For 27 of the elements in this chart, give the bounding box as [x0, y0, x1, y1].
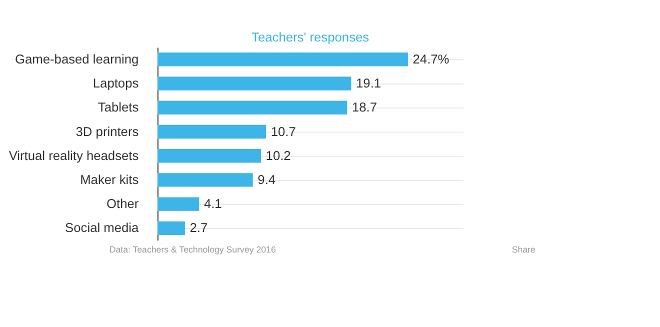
bar — [158, 52, 408, 66]
y-tick-label: Other — [106, 196, 140, 212]
data-label: 4.1 — [204, 196, 222, 212]
bar — [158, 221, 185, 236]
data-label: 9.4 — [258, 172, 276, 187]
data-label: 10.2 — [266, 148, 291, 163]
y-tick-label: Social media — [65, 220, 140, 236]
bar — [158, 149, 261, 163]
y-tick-label: Maker kits — [80, 172, 139, 187]
text: Data: Teachers & Technology Survey 2016 — [109, 244, 276, 254]
chart-title: Teachers' responses — [252, 30, 370, 45]
data-label: 2.7 — [190, 220, 208, 236]
y-tick-label: 3D printers — [76, 124, 139, 139]
data-label: 19.1 — [356, 76, 382, 91]
bar — [158, 100, 348, 114]
text: Share — [512, 244, 536, 254]
data-label: 10.7 — [270, 124, 296, 139]
y-tick-label: Tablets — [98, 100, 139, 115]
bar — [158, 76, 352, 90]
y-tick-label: Virtual reality headsets — [8, 148, 139, 163]
y-tick-label: Laptops — [92, 76, 139, 91]
bar — [158, 173, 253, 187]
data-label: 18.7 — [352, 100, 377, 115]
y-tick-label: Game-based learning — [15, 51, 139, 66]
data-label: 24.7% — [412, 51, 450, 66]
bar — [158, 197, 200, 211]
bar — [158, 124, 266, 139]
